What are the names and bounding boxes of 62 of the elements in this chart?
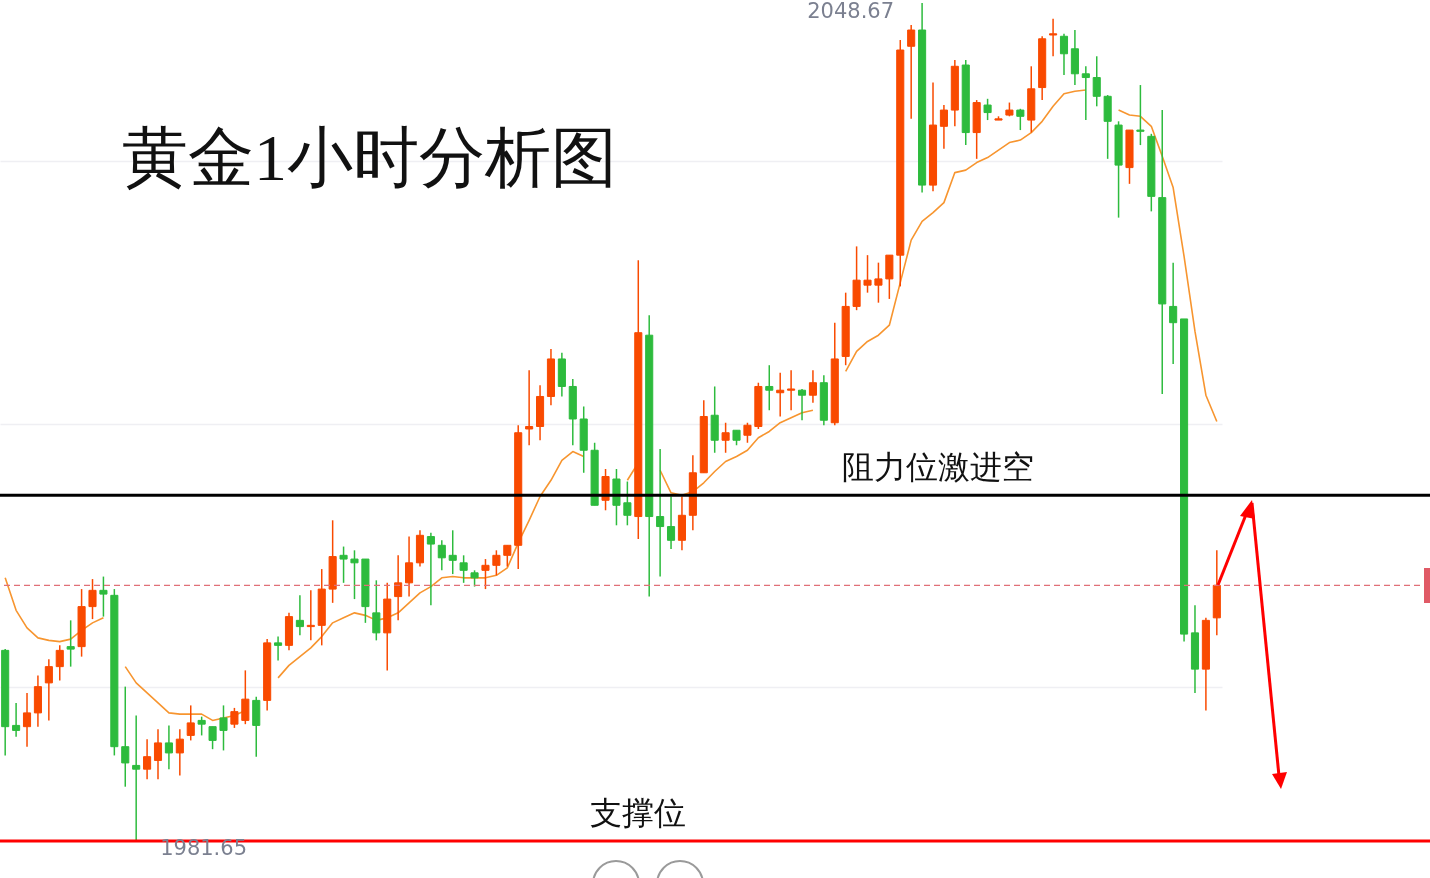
candlestick <box>874 261 883 304</box>
candlestick <box>983 98 992 121</box>
candlestick <box>426 532 435 607</box>
candlestick <box>274 635 283 662</box>
candlestick <box>175 728 184 777</box>
candlestick <box>88 578 97 620</box>
candlestick <box>787 369 796 411</box>
candlestick <box>12 702 21 738</box>
candlestick <box>765 364 774 411</box>
candlestick <box>656 448 665 578</box>
annotation: 1981.65 <box>160 836 248 861</box>
candlestick <box>1092 55 1101 108</box>
candlestick <box>164 724 173 770</box>
candlestick <box>885 254 894 300</box>
candlestick <box>197 715 206 737</box>
candlestick <box>863 254 872 294</box>
candlestick <box>797 388 807 421</box>
candlestick <box>1049 18 1058 58</box>
candlestick <box>66 619 75 668</box>
annotation: 2048.67 <box>807 0 895 23</box>
candlestick <box>339 545 348 584</box>
candlestick <box>503 544 512 568</box>
candlestick <box>907 24 916 120</box>
candlestick <box>492 549 501 577</box>
candlestick <box>808 369 817 404</box>
candlestick <box>132 714 141 842</box>
candlestick <box>99 575 108 618</box>
candlestick <box>721 421 730 454</box>
candlestick <box>1081 65 1090 121</box>
candlestick <box>306 589 315 642</box>
candlestick <box>44 658 53 722</box>
candlestick <box>601 468 610 512</box>
candlestick <box>437 539 446 572</box>
candlestick <box>372 579 381 642</box>
ref-line-label: 支撑位 <box>590 795 686 832</box>
candlestick <box>208 725 217 750</box>
candlestick <box>459 554 468 584</box>
candlestick <box>743 421 752 444</box>
candlestick <box>55 644 64 682</box>
candlestick <box>1059 33 1069 76</box>
candlestick <box>394 554 403 622</box>
candlestick <box>143 738 152 780</box>
candlestick <box>230 707 239 729</box>
text: 黄金1小时分析图 <box>122 121 617 194</box>
candlestick <box>153 728 163 780</box>
candlestick <box>219 704 228 752</box>
candlestick <box>481 558 490 590</box>
candlestick <box>666 495 676 550</box>
candlestick <box>405 535 414 598</box>
candlestick <box>939 104 948 150</box>
candlestick <box>186 704 195 742</box>
ref-line-label: 阻力位激进空 <box>842 449 1034 486</box>
candlestick <box>1169 261 1178 365</box>
candlestick <box>525 369 534 446</box>
candlestick <box>22 692 32 748</box>
candlestick <box>295 594 304 637</box>
candlestick <box>241 669 250 725</box>
candlestick <box>121 685 130 788</box>
candlestick <box>350 549 359 600</box>
candlestick <box>1136 84 1145 146</box>
candlestick <box>623 480 632 527</box>
candlestick <box>448 529 457 575</box>
